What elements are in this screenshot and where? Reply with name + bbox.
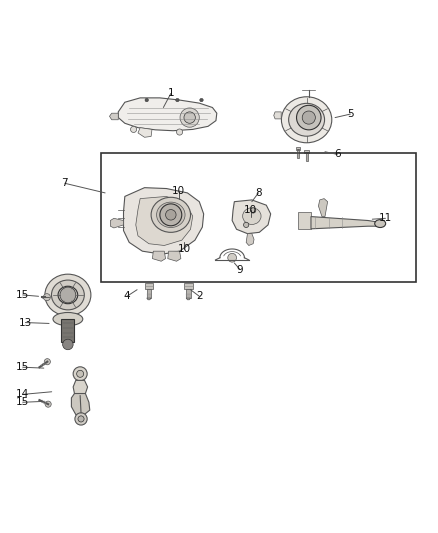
Polygon shape: [71, 393, 90, 415]
Ellipse shape: [289, 103, 325, 136]
Circle shape: [60, 287, 76, 303]
Polygon shape: [318, 199, 328, 216]
Bar: [297, 150, 299, 158]
Circle shape: [184, 112, 195, 123]
Circle shape: [176, 98, 179, 102]
Ellipse shape: [243, 208, 261, 224]
Text: 2: 2: [196, 291, 203, 301]
Bar: [296, 147, 300, 150]
Polygon shape: [186, 298, 191, 300]
Circle shape: [78, 416, 84, 422]
Polygon shape: [274, 112, 281, 119]
Circle shape: [73, 367, 87, 381]
Bar: [147, 289, 151, 298]
Polygon shape: [147, 298, 151, 300]
Polygon shape: [124, 188, 204, 254]
Bar: [184, 283, 193, 289]
Ellipse shape: [374, 220, 385, 228]
Circle shape: [145, 98, 148, 102]
Polygon shape: [232, 200, 271, 233]
Polygon shape: [152, 251, 166, 261]
Circle shape: [44, 359, 50, 365]
Polygon shape: [311, 216, 380, 229]
Polygon shape: [168, 251, 181, 261]
Polygon shape: [246, 233, 254, 246]
Text: 15: 15: [16, 290, 29, 300]
Ellipse shape: [281, 97, 332, 143]
Text: 4: 4: [124, 291, 131, 301]
Ellipse shape: [52, 280, 84, 310]
Text: 8: 8: [255, 188, 262, 198]
Polygon shape: [298, 212, 311, 229]
Circle shape: [180, 108, 199, 127]
Text: 14: 14: [16, 390, 29, 399]
Circle shape: [302, 111, 315, 124]
Bar: [305, 154, 307, 161]
Ellipse shape: [156, 202, 185, 228]
Text: 15: 15: [16, 362, 29, 372]
Text: 7: 7: [61, 178, 68, 188]
Polygon shape: [136, 197, 193, 246]
Ellipse shape: [53, 312, 83, 326]
Circle shape: [228, 253, 237, 262]
Circle shape: [177, 129, 183, 135]
Circle shape: [251, 208, 256, 213]
Bar: [101, 152, 416, 282]
Circle shape: [166, 209, 176, 220]
Circle shape: [63, 339, 73, 350]
Bar: [61, 319, 74, 342]
Polygon shape: [138, 128, 152, 138]
Circle shape: [75, 413, 87, 425]
Ellipse shape: [45, 274, 91, 316]
Bar: [304, 150, 309, 154]
Text: 10: 10: [244, 205, 257, 215]
Text: 1: 1: [167, 88, 174, 99]
Text: 10: 10: [172, 186, 185, 196]
Text: 9: 9: [237, 264, 244, 274]
Ellipse shape: [58, 286, 78, 304]
Ellipse shape: [151, 197, 191, 232]
Polygon shape: [110, 113, 118, 120]
Circle shape: [131, 126, 137, 133]
Polygon shape: [118, 98, 217, 131]
Circle shape: [297, 106, 321, 130]
Circle shape: [77, 370, 84, 377]
Polygon shape: [73, 381, 88, 395]
Text: 6: 6: [334, 149, 341, 159]
Bar: [186, 289, 191, 298]
Circle shape: [244, 222, 249, 228]
Text: 10: 10: [177, 244, 191, 254]
Circle shape: [43, 294, 50, 301]
Text: 13: 13: [19, 318, 32, 328]
Circle shape: [45, 401, 51, 407]
Text: 11: 11: [379, 213, 392, 223]
Text: 5: 5: [347, 109, 354, 119]
Circle shape: [200, 98, 203, 102]
Text: 15: 15: [16, 397, 29, 407]
Bar: [145, 283, 153, 289]
Polygon shape: [110, 219, 124, 228]
Circle shape: [160, 204, 182, 226]
